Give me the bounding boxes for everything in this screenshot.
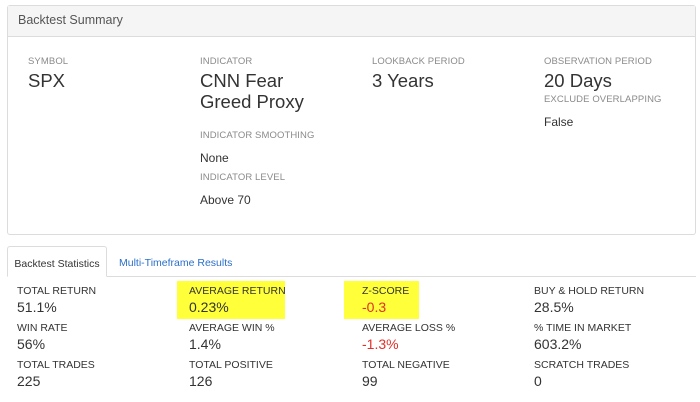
stat-label: TOTAL TRADES xyxy=(17,359,95,371)
indicator-value-line1: CNN Fear xyxy=(200,70,284,91)
stat-win-rate: WIN RATE 56% xyxy=(17,322,68,352)
lookback-label: LOOKBACK PERIOD xyxy=(372,56,465,67)
stat-total-trades: TOTAL TRADES 225 xyxy=(17,359,95,389)
smoothing-field: INDICATOR SMOOTHING None xyxy=(200,130,315,165)
stat-average-loss: AVERAGE LOSS % -1.3% xyxy=(362,322,455,352)
stat-label: WIN RATE xyxy=(17,322,68,334)
tab-multi-timeframe-results[interactable]: Multi-Timeframe Results xyxy=(119,257,233,269)
stat-label: AVERAGE WIN % xyxy=(189,322,275,334)
stat-value: 1.4% xyxy=(189,336,221,352)
stat-average-win: AVERAGE WIN % 1.4% xyxy=(189,322,275,352)
observation-label: OBSERVATION PERIOD xyxy=(544,56,652,67)
indicator-value-line2: Greed Proxy xyxy=(200,91,304,112)
stat-label: SCRATCH TRADES xyxy=(534,359,630,371)
backtest-summary-panel: Backtest Summary SYMBOL SPX INDICATOR CN… xyxy=(7,5,696,235)
stat-label: TOTAL NEGATIVE xyxy=(362,359,450,371)
smoothing-value: None xyxy=(200,151,229,165)
stat-value: 603.2% xyxy=(534,336,582,352)
results-tabs: Backtest Statistics Multi-Timeframe Resu… xyxy=(7,246,696,277)
stat-label: AVERAGE LOSS % xyxy=(362,322,456,334)
indicator-field: INDICATOR CNN Fear Greed Proxy xyxy=(200,56,304,112)
stat-value: -0.3 xyxy=(362,299,387,315)
indicator-label: INDICATOR xyxy=(200,56,253,67)
stat-total-negative: TOTAL NEGATIVE 99 xyxy=(362,359,450,389)
stat-value: 28.5% xyxy=(534,299,574,315)
exclude-overlapping-value: False xyxy=(544,115,574,129)
stat-scratch-trades: SCRATCH TRADES 0 xyxy=(534,359,629,389)
z-score-highlight xyxy=(344,281,419,319)
exclude-overlapping-label: EXCLUDE OVERLAPPING xyxy=(544,94,662,105)
stat-z-score: Z-SCORE -0.3 xyxy=(362,285,409,315)
stat-value: 51.1% xyxy=(17,299,57,315)
stat-value: 56% xyxy=(17,336,46,352)
stat-buy-hold-return: BUY & HOLD RETURN 28.5% xyxy=(534,285,644,315)
level-field: INDICATOR LEVEL Above 70 xyxy=(200,172,285,207)
stat-value: 0.23% xyxy=(189,299,229,315)
stat-label: TOTAL RETURN xyxy=(17,285,97,297)
symbol-field: SYMBOL SPX xyxy=(28,56,68,91)
observation-value: 20 Days xyxy=(544,70,612,91)
average-return-highlight xyxy=(177,281,285,319)
observation-field: OBSERVATION PERIOD 20 Days xyxy=(544,56,652,91)
stat-value: 0 xyxy=(534,373,542,389)
stat-value: -1.3% xyxy=(362,336,399,352)
tab-backtest-statistics[interactable]: Backtest Statistics xyxy=(7,246,107,277)
stat-average-return: AVERAGE RETURN 0.23% xyxy=(189,285,286,315)
symbol-value: SPX xyxy=(28,70,66,91)
stat-value: 99 xyxy=(362,373,378,389)
stat-label: AVERAGE RETURN xyxy=(189,285,286,297)
level-label: INDICATOR LEVEL xyxy=(200,172,286,183)
level-value: Above 70 xyxy=(200,193,251,207)
panel-title: Backtest Summary xyxy=(8,6,695,37)
smoothing-label: INDICATOR SMOOTHING xyxy=(200,130,315,141)
symbol-label: SYMBOL xyxy=(28,56,69,67)
stat-total-return: TOTAL RETURN 51.1% xyxy=(17,285,96,315)
stat-label: % TIME IN MARKET xyxy=(534,322,632,334)
stat-label: TOTAL POSITIVE xyxy=(189,359,273,371)
stat-time-in-market: % TIME IN MARKET 603.2% xyxy=(534,322,631,352)
stat-value: 225 xyxy=(17,373,41,389)
exclude-overlapping-field: EXCLUDE OVERLAPPING False xyxy=(544,94,662,129)
stat-label: BUY & HOLD RETURN xyxy=(534,285,645,297)
stat-value: 126 xyxy=(189,373,213,389)
lookback-value: 3 Years xyxy=(372,70,434,91)
stat-label: Z-SCORE xyxy=(362,285,410,297)
lookback-field: LOOKBACK PERIOD 3 Years xyxy=(372,56,465,91)
stat-total-positive: TOTAL POSITIVE 126 xyxy=(189,359,273,389)
